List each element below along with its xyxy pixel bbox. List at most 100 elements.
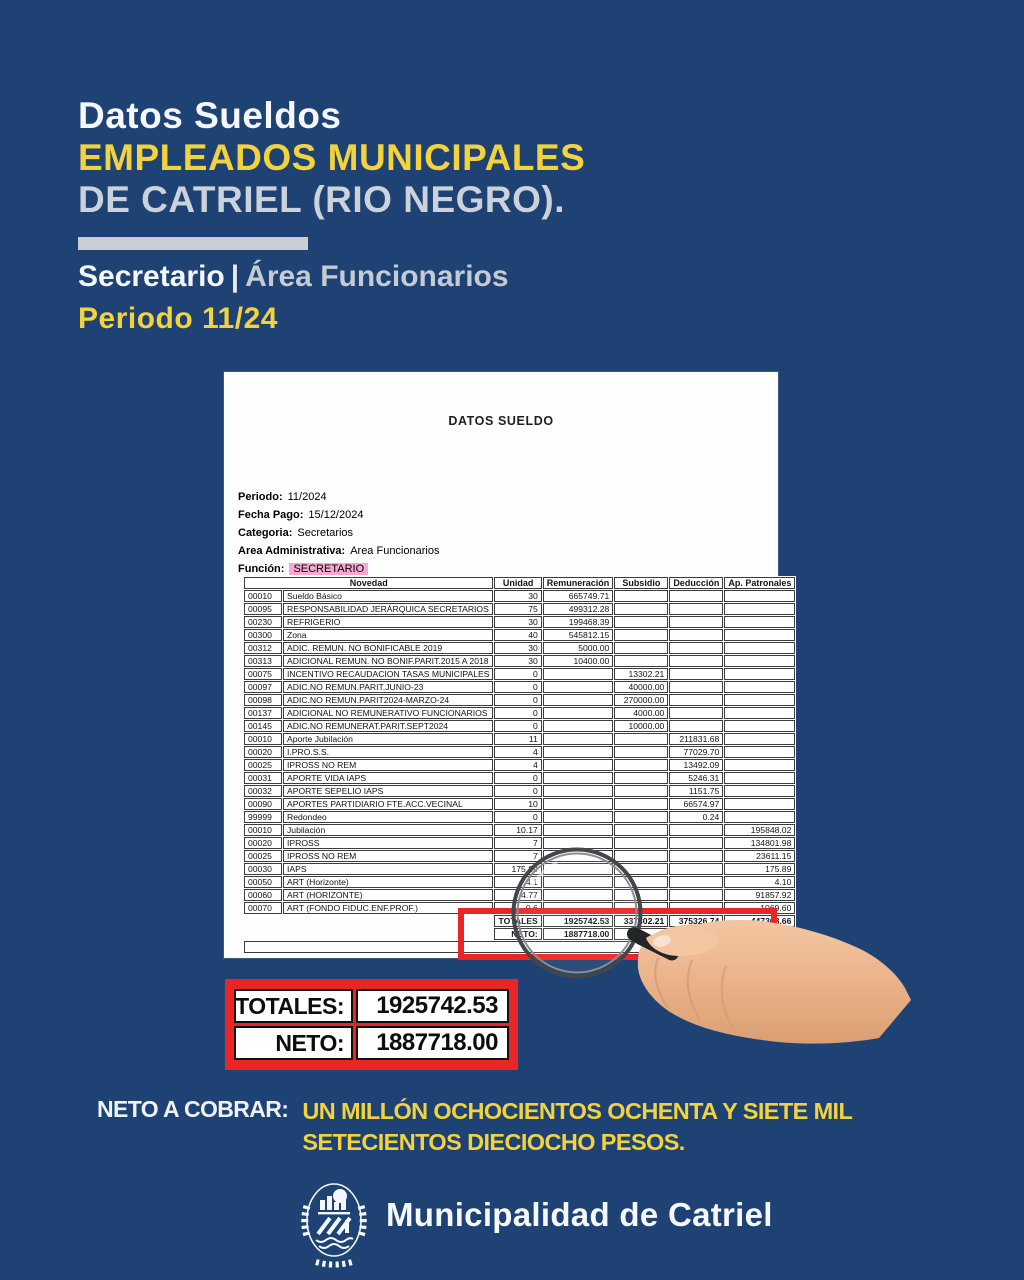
payroll-table-cell bbox=[724, 720, 796, 732]
payroll-table-cell: APORTE SEPELIO IAPS bbox=[283, 785, 494, 797]
summary-box: TOTALES: 1925742.53 NETO: 1887718.00 bbox=[225, 979, 518, 1070]
payroll-table-cell: 0 bbox=[494, 694, 542, 706]
payroll-table-cell: 5000.00 bbox=[542, 642, 614, 654]
municipality-logo-icon bbox=[301, 1183, 367, 1268]
payroll-table-cell: 10000.00 bbox=[614, 720, 669, 732]
meta-value: Area Funcionarios bbox=[350, 545, 440, 557]
meta-value: 15/12/2024 bbox=[308, 509, 364, 521]
payroll-table-cell: 00050 bbox=[244, 876, 282, 888]
payroll-table-cell: 11 bbox=[494, 733, 542, 745]
payroll-table-cell: APORTES PARTIDIARIO FTE.ACC.VECINAL bbox=[283, 798, 494, 810]
payroll-table-row: 00030 IAPS 175.89 175.89 bbox=[244, 863, 796, 875]
payroll-table-cell bbox=[614, 655, 669, 667]
payroll-table-row: 00312 ADIC. REMUN. NO BONIFICABLE 2019 30 5… bbox=[244, 642, 796, 654]
payroll-table-cell: 270000.00 bbox=[614, 694, 669, 706]
divider-bar bbox=[78, 237, 308, 250]
payroll-table-cell bbox=[724, 668, 796, 680]
payroll-table-row: 00098 ADIC.NO REMUN.PARIT2024-MARZO-24 0 27… bbox=[244, 694, 796, 706]
payroll-table-cell: IAPS bbox=[283, 863, 494, 875]
payroll-table-cell: 7 bbox=[494, 850, 542, 862]
payroll-table-cell bbox=[724, 746, 796, 758]
payroll-table-cell bbox=[669, 590, 724, 602]
payroll-table-cell bbox=[614, 616, 669, 628]
payroll-table-cell bbox=[614, 863, 669, 875]
payroll-table-cell: 4 bbox=[494, 759, 542, 771]
col-header-novedad: Novedad bbox=[244, 577, 494, 589]
payroll-table-row: 00145 ADIC.NO REMUNERAT.PARIT.SEPT2024 0 10… bbox=[244, 720, 796, 732]
neto-a-cobrar-line: NETO A COBRAR: UN MILLÓN OCHOCIENTOS OCH… bbox=[97, 1096, 982, 1158]
payroll-table-cell: 00070 bbox=[244, 902, 282, 914]
payroll-table-cell bbox=[724, 590, 796, 602]
payroll-table-cell: Jubilación bbox=[283, 824, 494, 836]
payroll-table-cell bbox=[614, 889, 669, 901]
payroll-table-cell bbox=[724, 785, 796, 797]
payroll-table-cell bbox=[614, 902, 669, 914]
summary-totales-label: TOTALES: bbox=[234, 989, 353, 1023]
payroll-table-footer: TOTALES 1925742.53 337302.21 375326.74 4… bbox=[244, 915, 796, 953]
payroll-table-cell: 0 bbox=[494, 811, 542, 823]
payroll-table-cell: 4.77 bbox=[494, 889, 542, 901]
meta-label: Fecha Pago: bbox=[238, 509, 304, 521]
payroll-table-cell: 00010 bbox=[244, 590, 282, 602]
payroll-table-cell bbox=[614, 798, 669, 810]
payroll-table-cell: 00098 bbox=[244, 694, 282, 706]
meta-label: Periodo: bbox=[238, 491, 283, 503]
period-label: Periodo 11/24 bbox=[78, 302, 278, 335]
payroll-table-cell bbox=[724, 772, 796, 784]
payroll-table-cell: 0 bbox=[494, 707, 542, 719]
meta-periodo: Periodo: 11/2024 bbox=[238, 488, 439, 506]
payroll-table-cell: 00032 bbox=[244, 785, 282, 797]
payroll-table-cell bbox=[669, 603, 724, 615]
empty-cell bbox=[244, 915, 493, 927]
payroll-table-cell: 23611.15 bbox=[724, 850, 796, 862]
payroll-table-cell bbox=[614, 759, 669, 771]
payroll-table-row: 00032 APORTE SEPELIO IAPS 0 1151.75 bbox=[244, 785, 796, 797]
payroll-table-row: 00025 IPROSS NO REM 4 13492.09 bbox=[244, 759, 796, 771]
neto-value: 1887718.00 bbox=[542, 928, 614, 940]
payroll-table-cell bbox=[542, 694, 614, 706]
payroll-table-cell bbox=[724, 811, 796, 823]
payroll-table-row: 00010 Aporte Jubilación 11 211831.68 bbox=[244, 733, 796, 745]
payroll-table-cell bbox=[542, 668, 614, 680]
payroll-table-cell: 00097 bbox=[244, 681, 282, 693]
subtitle-role: Secretario bbox=[78, 260, 225, 293]
payroll-table-row: 00230 REFRIGERIO 30 199468.39 bbox=[244, 616, 796, 628]
payroll-table-cell bbox=[669, 889, 724, 901]
payroll-table-cell bbox=[669, 876, 724, 888]
payroll-table-cell: 00075 bbox=[244, 668, 282, 680]
payroll-table-cell bbox=[542, 863, 614, 875]
payroll-table-cell: 175.89 bbox=[494, 863, 542, 875]
payroll-table-cell: Redondeo bbox=[283, 811, 494, 823]
payroll-table-cell: 4.10 bbox=[724, 876, 796, 888]
payroll-table-cell bbox=[669, 642, 724, 654]
empty-cell bbox=[614, 928, 669, 940]
payroll-table-cell: 00137 bbox=[244, 707, 282, 719]
meta-label: Area Administrativa: bbox=[238, 545, 346, 557]
payroll-table-cell: 30 bbox=[494, 590, 542, 602]
empty-bottom-row bbox=[244, 941, 796, 953]
payroll-table-row: 00060 ART (HORIZONTE) 4.77 91857.92 bbox=[244, 889, 796, 901]
payroll-table-cell bbox=[542, 759, 614, 771]
payroll-table-cell bbox=[669, 837, 724, 849]
payroll-table-body: 00010 Sueldo Básico 30 665749.71 00095 RESPON… bbox=[244, 590, 796, 914]
payroll-table-cell bbox=[542, 824, 614, 836]
payroll-table-cell bbox=[669, 629, 724, 641]
payroll-table-cell: 0.24 bbox=[669, 811, 724, 823]
payroll-table-cell: 00095 bbox=[244, 603, 282, 615]
payroll-table-cell: 00060 bbox=[244, 889, 282, 901]
payroll-table-cell bbox=[724, 798, 796, 810]
payroll-table-cell bbox=[669, 720, 724, 732]
payroll-table-cell: 30 bbox=[494, 616, 542, 628]
payroll-table-cell bbox=[542, 733, 614, 745]
payroll-table-cell: I.PRO.S.S. bbox=[283, 746, 494, 758]
payroll-table-cell bbox=[669, 694, 724, 706]
payroll-table-cell bbox=[724, 694, 796, 706]
payroll-table-cell: 00020 bbox=[244, 746, 282, 758]
payroll-table-row: 00095 RESPONSABILIDAD JERÁRQUICA SECRETAR… bbox=[244, 603, 796, 615]
payroll-table-cell: 91857.92 bbox=[724, 889, 796, 901]
payroll-table-cell bbox=[614, 824, 669, 836]
col-header-unidad: Unidad bbox=[494, 577, 542, 589]
payroll-table-cell bbox=[669, 863, 724, 875]
payroll-table-cell bbox=[614, 603, 669, 615]
meta-fecha-pago: Fecha Pago: 15/12/2024 bbox=[238, 506, 439, 524]
